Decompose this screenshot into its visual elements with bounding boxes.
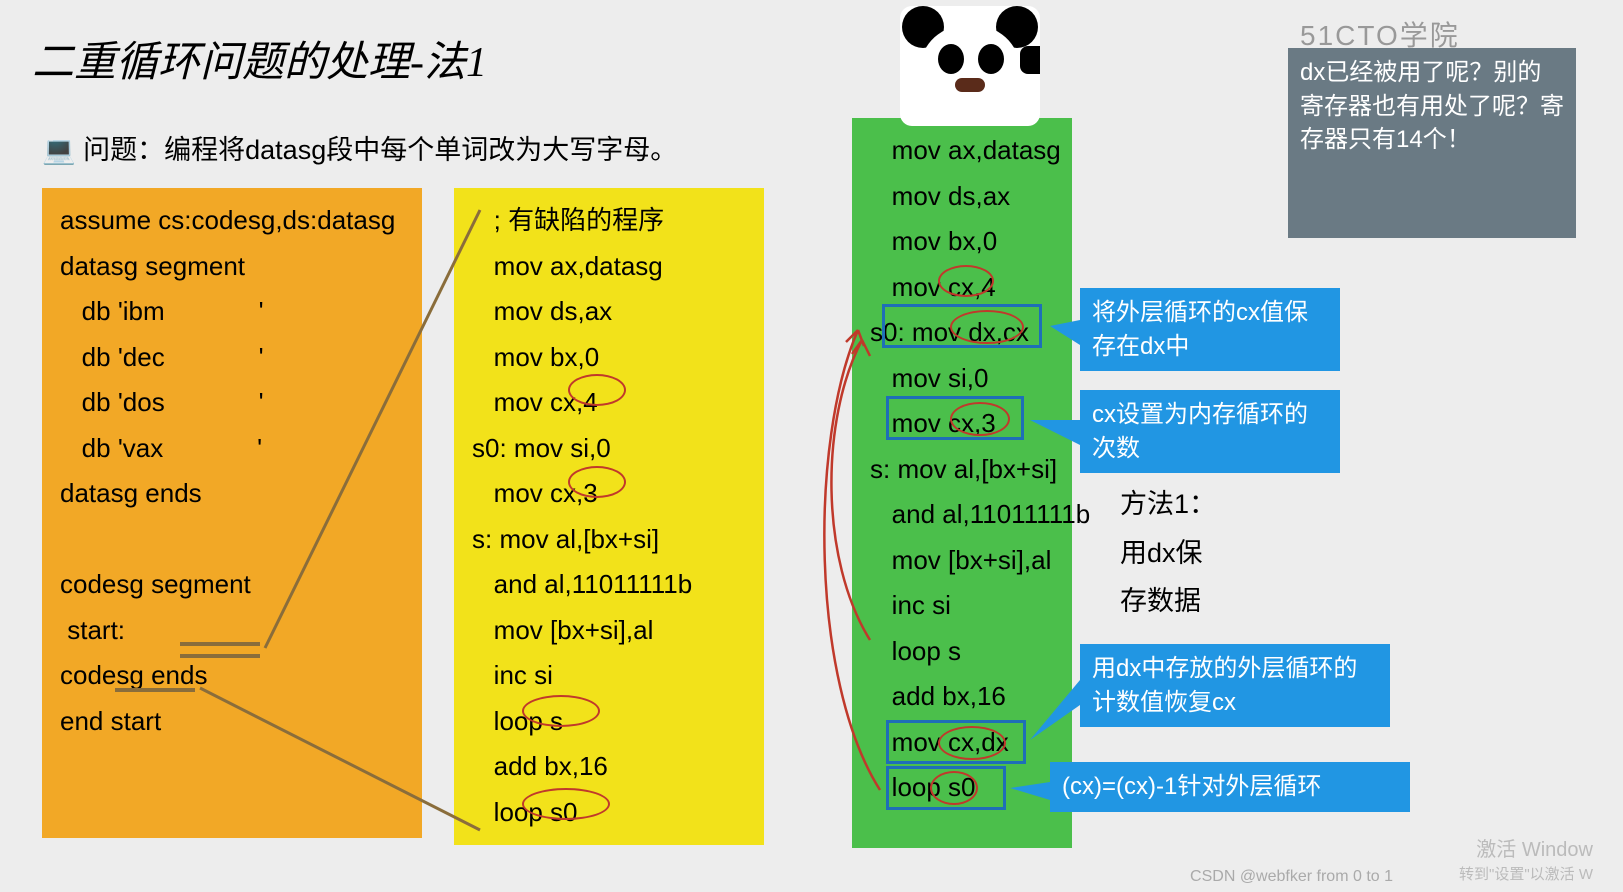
note-register-warning: dx已经被用了呢？别的寄存器也有用处了呢？寄存器只有14个！ xyxy=(1288,48,1576,238)
problem-statement: 💻 问题：编程将datasg段中每个单词改为大写字母。 xyxy=(42,128,677,167)
blue-box-annotation xyxy=(886,396,1024,440)
method-label: 方法1： 用dx保 存数据 xyxy=(1120,480,1216,626)
laptop-icon: 💻 xyxy=(42,135,76,165)
code-box-flawed: ; 有缺陷的程序 mov ax,datasg mov ds,ax mov bx,… xyxy=(454,188,764,845)
blue-box-annotation xyxy=(886,720,1026,764)
red-circle-annotation xyxy=(568,466,626,498)
panda-meme-image xyxy=(900,6,1040,126)
red-circle-annotation xyxy=(568,374,626,406)
note-restore-cx: 用dx中存放的外层循环的计数值恢复cx xyxy=(1080,644,1390,727)
note-loop-outer: (cx)=(cx)-1针对外层循环 xyxy=(1050,762,1410,812)
red-circle-annotation xyxy=(522,695,600,727)
activate-windows: 激活 Window xyxy=(1476,833,1593,862)
red-circle-annotation xyxy=(938,265,994,297)
blue-box-annotation xyxy=(882,304,1042,348)
activate-windows-sub: 转到"设置"以激活 W xyxy=(1459,863,1593,884)
problem-text: 问题：编程将datasg段中每个单词改为大写字母。 xyxy=(83,135,677,165)
note-save-cx: 将外层循环的cx值保存在dx中 xyxy=(1080,288,1340,371)
code-box-datasg: assume cs:codesg,ds:datasg datasg segmen… xyxy=(42,188,422,838)
slide-title: 二重循环问题的处理-法1 xyxy=(32,28,487,89)
red-circle-annotation xyxy=(522,788,610,820)
note-set-inner-cx: cx设置为内存循环的次数 xyxy=(1080,390,1340,473)
blue-box-annotation xyxy=(886,766,1006,810)
footer-credit: CSDN @webfker from 0 to 1 xyxy=(1190,868,1393,886)
